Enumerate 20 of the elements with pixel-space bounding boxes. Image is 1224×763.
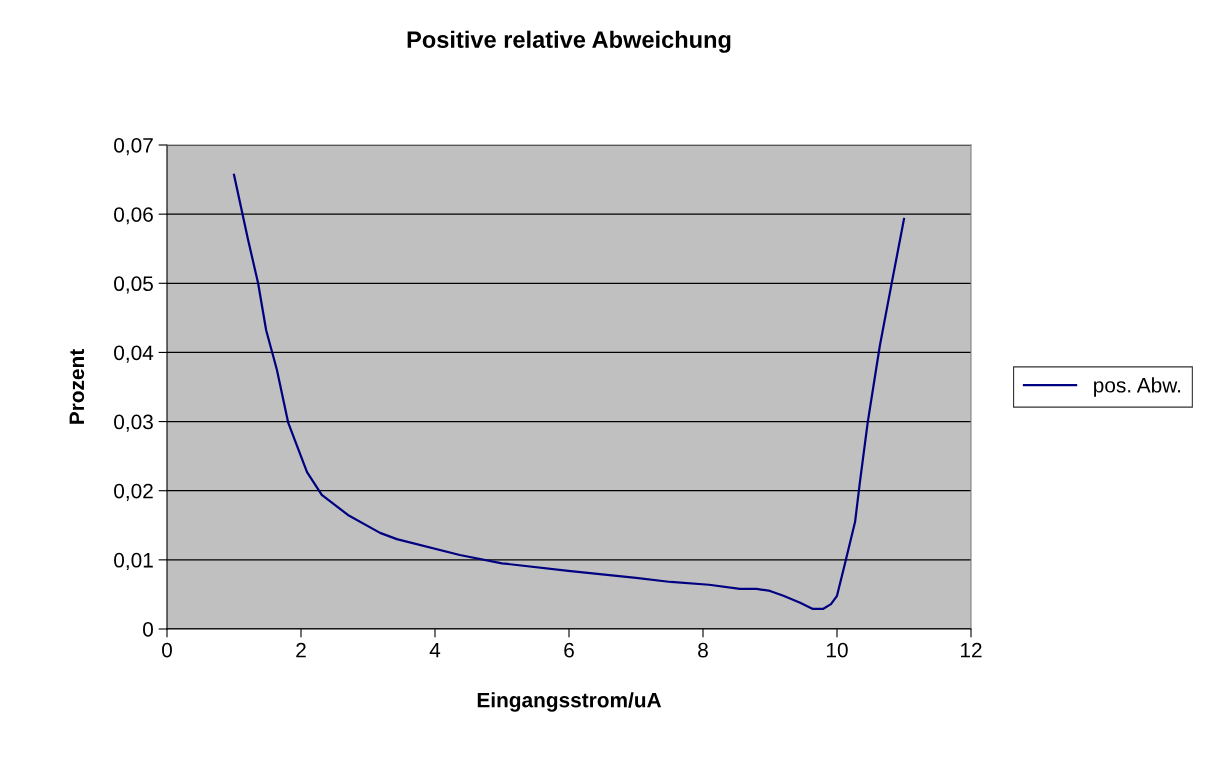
x-tick-label: 2: [296, 642, 306, 658]
y-axis-title: Prozent: [69, 349, 85, 424]
y-tick-label: 0,06: [114, 207, 153, 225]
y-tick-label: 0,01: [114, 552, 153, 571]
y-tick-label: 0,02: [114, 483, 153, 501]
y-tick-label: 0,07: [114, 138, 153, 156]
x-tick-label: 0: [162, 642, 172, 658]
x-tick-label: 6: [564, 642, 574, 658]
x-tick-label: 12: [961, 642, 982, 658]
x-tick-label: 10: [827, 642, 848, 658]
line-series: [232, 173, 906, 611]
y-tick-label: 0: [143, 622, 153, 637]
x-axis-title: Eingangsstrom/uA: [477, 692, 662, 712]
x-tick-label: 4: [429, 642, 441, 658]
y-tick-label: 0,05: [114, 276, 153, 294]
x-tick-label: 8: [698, 642, 708, 658]
legend-label: pos. Abw.: [1094, 377, 1181, 397]
chart-title: Positive relative Abweichung: [407, 30, 731, 53]
y-tick-label: 0,03: [114, 414, 153, 432]
y-tick-label: 0,04: [114, 345, 154, 363]
